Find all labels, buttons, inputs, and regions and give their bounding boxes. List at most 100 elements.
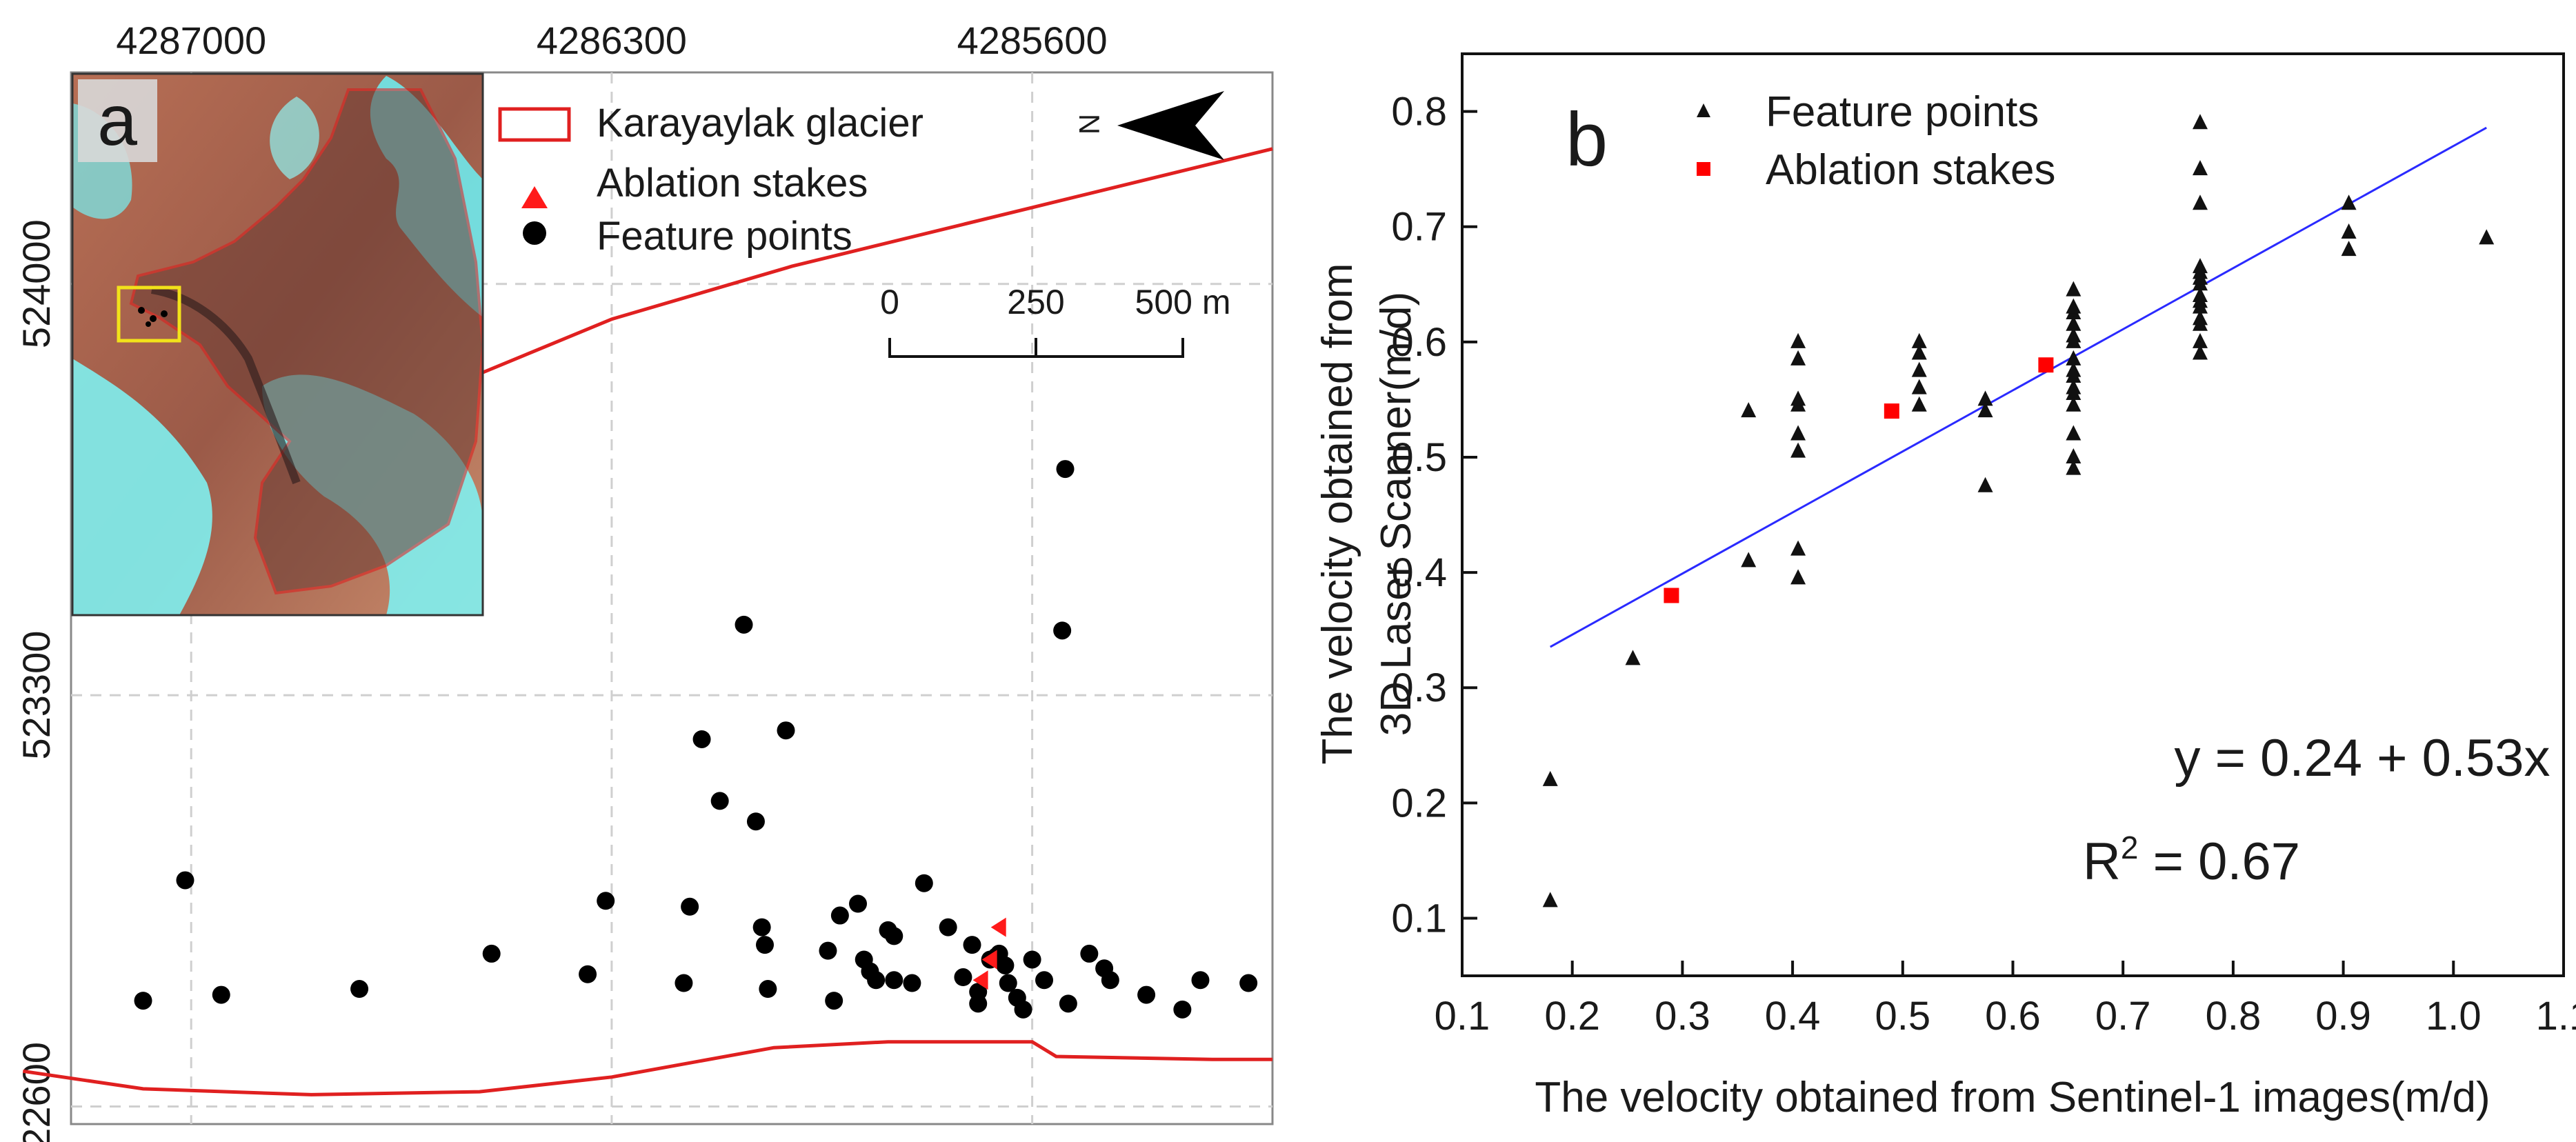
feature-point [963, 936, 981, 954]
inset-satellite-map: a [71, 72, 484, 617]
y-tick-label: 0.1 [1391, 896, 1447, 941]
feature-point-marker [2192, 160, 2208, 176]
feature-point [819, 941, 837, 960]
feature-point [752, 918, 771, 936]
north-arrow-icon [1117, 91, 1224, 160]
y-tick-label: 0.8 [1391, 90, 1447, 134]
ablation-stake [990, 917, 1006, 937]
feature-point-marker [1790, 442, 1806, 458]
feature-point [756, 936, 775, 954]
feature-point [1101, 971, 1119, 990]
scale-label-500: 500 m [1135, 283, 1231, 321]
ablation-stake [972, 970, 988, 990]
x-tick-label: 0.5 [1875, 994, 1930, 1039]
feature-point [915, 874, 933, 892]
scatter-points-layer [1542, 114, 2495, 908]
feature-point [1137, 985, 1156, 1004]
feature-point [675, 974, 693, 992]
map-y-tick-label: 524000 [14, 219, 58, 348]
map-x-tick-label: 4287000 [116, 19, 266, 62]
feature-point [759, 980, 777, 999]
feature-point [710, 792, 729, 810]
map-tick-labels: 4287000 4286300 4285600 524000 523300 522600 [14, 19, 1108, 1142]
ablation-stake-marker [1664, 588, 1679, 603]
feature-point [1239, 974, 1258, 992]
feature-point-marker [1790, 569, 1806, 585]
feature-point [903, 974, 921, 992]
feature-point [1059, 994, 1077, 1013]
fit-line-layer [1550, 126, 2487, 648]
inset-study-area-box [117, 286, 181, 343]
feature-point-marker [1790, 350, 1806, 365]
feature-point-marker [2066, 448, 2081, 463]
scale-bar: 0 250 500 m [880, 283, 1231, 358]
y-tick-label: 0.5 [1391, 435, 1447, 480]
feature-point-marker [1542, 770, 1558, 786]
feature-point-marker [2479, 229, 2495, 245]
feature-point [1023, 950, 1041, 969]
scale-label-0: 0 [880, 283, 899, 321]
inset-snow-patch [72, 359, 212, 615]
x-tick-label: 0.3 [1655, 994, 1710, 1039]
feature-point-marker [1977, 390, 1993, 406]
x-tick-label: 0.6 [1985, 994, 2041, 1039]
y-axis-label-line1: The velocity obtained from [1314, 263, 1361, 764]
scatter-legend: Feature points Ablation stakes [1697, 88, 2055, 194]
map-panel: 4287000 4286300 4285600524000523300522600 … [14, 19, 1274, 1142]
feature-point [1014, 1000, 1032, 1019]
feature-point-marker [2341, 241, 2357, 257]
legend-feature-label: Feature points [597, 214, 852, 259]
feature-point [1080, 944, 1099, 963]
feature-point-marker [2066, 385, 2081, 401]
feature-point-marker [1911, 332, 1927, 348]
map-legend: Karayaylak glacier Ablation stakes Featu… [498, 101, 923, 259]
feature-point [825, 992, 843, 1010]
feature-point [777, 721, 795, 740]
x-tick-label: 0.7 [2095, 994, 2151, 1039]
y-tick-label: 0.4 [1391, 550, 1447, 595]
feature-point [212, 985, 230, 1004]
feature-point-marker [1977, 402, 1993, 418]
ablation-stake-marker [2038, 357, 2054, 373]
feature-point-marker [2066, 332, 2081, 348]
y-axis-label-part2: 3D Laser Scanner(m/d) [1372, 292, 1420, 736]
legend-feature-marker [523, 221, 546, 245]
regression-line [1550, 126, 2487, 648]
y-tick-label: 0.2 [1391, 781, 1447, 825]
regression-equation: y = 0.24 + 0.53x [2174, 729, 2550, 788]
y-axis-label-part1: The velocity obtained from [1314, 263, 1361, 764]
feature-point [885, 927, 903, 945]
feature-point-marker [1790, 425, 1806, 441]
feature-point-marker [1790, 332, 1806, 348]
feature-point-marker [2192, 344, 2208, 360]
feature-point-marker [1741, 402, 1757, 418]
feature-point-marker [2341, 194, 2357, 210]
feature-point-marker [1741, 552, 1757, 568]
scatter-axes: 0.1 0.2 0.3 0.4 0.5 0.6 0.7 0.8 0.9 1.0 1.1 0.1 0.2 0… [1391, 90, 2576, 1039]
x-tick-label: 0.9 [2315, 994, 2371, 1039]
feature-point-marker [2192, 269, 2208, 285]
y-tick-label: 0.3 [1391, 665, 1447, 710]
feature-point-marker [2066, 459, 2081, 475]
feature-point-marker [1977, 477, 1993, 492]
feature-point-marker [1911, 361, 1927, 377]
feature-point [867, 971, 886, 990]
feature-point [746, 812, 765, 831]
feature-point-marker [2066, 367, 2081, 383]
feature-point [482, 944, 501, 963]
feature-point [999, 974, 1017, 992]
feature-point-marker [1790, 390, 1806, 406]
legend-square-marker [1697, 162, 1710, 176]
feature-point-marker [1911, 379, 1927, 394]
feature-point-marker [2192, 332, 2208, 348]
feature-point [1191, 971, 1210, 990]
feature-point [597, 892, 615, 910]
feature-point [939, 918, 957, 936]
ablation-stakes-layer [972, 917, 1006, 990]
inset-dot [150, 315, 157, 322]
scale-bar-line [888, 338, 1184, 358]
north-label: N [1073, 114, 1106, 134]
feature-point [969, 994, 988, 1013]
ablation-stake-marker [1884, 403, 1899, 419]
map-y-tick-label: 522600 [14, 1042, 58, 1142]
